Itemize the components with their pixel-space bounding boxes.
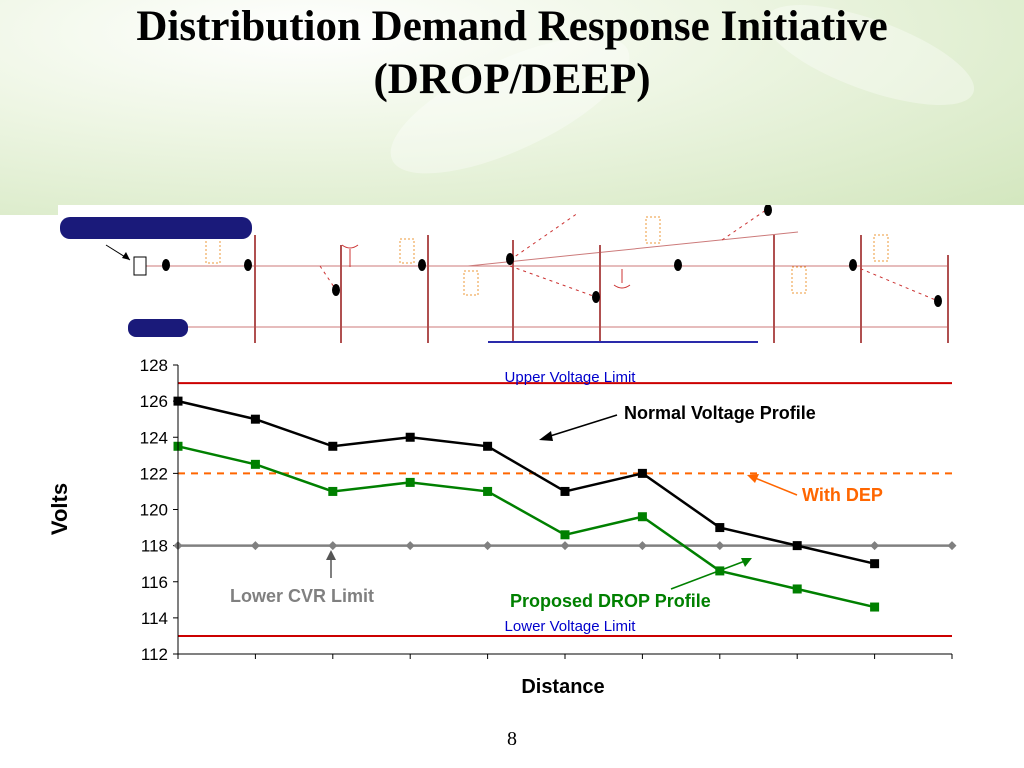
y-tick-label: 116 — [141, 573, 168, 592]
title-line-1: Distribution Demand Response Initiative — [136, 3, 888, 50]
chart-svg: 112 114 116 118 120 122 124 126 128 Volts Distan… — [47, 356, 957, 698]
proposed-drop-profile-point — [792, 584, 802, 594]
overlapping-label-blob — [128, 319, 188, 337]
proposed-drop-profile-point — [637, 512, 647, 522]
proposed-drop-profile-point — [250, 459, 260, 469]
normal-voltage-profile-point — [328, 441, 338, 451]
node-dot — [506, 253, 514, 265]
title-line-2: (DROP/DEEP) — [373, 56, 651, 103]
transformer-symbol — [645, 216, 661, 244]
node-dot — [332, 284, 340, 296]
normal-voltage-profile-point — [792, 541, 802, 551]
y-tick-label: 112 — [141, 645, 168, 664]
node-dot — [592, 291, 600, 303]
y-tick-label: 124 — [140, 428, 168, 447]
proposed-drop-profile-point — [560, 530, 570, 540]
proposed-drop-profile-point — [328, 486, 338, 496]
y-tick-label: 118 — [141, 537, 168, 556]
rising-line — [467, 231, 799, 267]
drop-profile-arrow — [670, 560, 746, 590]
normal-voltage-profile-point — [715, 523, 725, 533]
capacitor-symbol — [613, 284, 631, 289]
normal-voltage-profile-point — [560, 486, 570, 496]
x-axis-title: Distance — [521, 676, 604, 698]
proposed-drop-profile-point — [870, 602, 880, 612]
node-dot — [418, 259, 426, 271]
lower-voltage-limit-label: Lower Voltage Limit — [505, 618, 637, 635]
node-dot — [849, 259, 857, 271]
feeder-diagram — [58, 204, 1024, 348]
normal-voltage-profile-point — [405, 432, 415, 442]
overlapping-label-blob — [60, 217, 252, 239]
y-tick-label: 126 — [140, 392, 168, 411]
cvr-limit-marker — [560, 541, 570, 551]
capacitor-symbol — [341, 244, 359, 249]
callout-arrows — [326, 414, 798, 590]
transformer-symbol — [205, 234, 221, 264]
normal-profile-arrow — [546, 414, 618, 438]
proposed-drop-profile-line — [177, 445, 875, 609]
transformer-symbol — [873, 234, 889, 262]
cvr-limit-marker — [870, 541, 880, 551]
node-dot — [244, 259, 252, 271]
y-tick-label: 122 — [140, 464, 168, 483]
cvr-limit-marker — [328, 541, 338, 551]
cvr-limit-marker — [405, 541, 415, 551]
normal-voltage-profile-point — [483, 441, 493, 451]
normal-voltage-profile-line — [177, 399, 875, 565]
feeder-diagram-graphic — [60, 204, 949, 348]
normal-voltage-profile-point — [637, 468, 647, 478]
normal-profile-label: Normal Voltage Profile — [624, 403, 816, 423]
cvr-limit-marker — [637, 541, 647, 551]
node-dot — [674, 259, 682, 271]
y-axis-title: Volts — [47, 483, 72, 535]
lower-cvr-limit-label: Lower CVR Limit — [230, 586, 374, 606]
normal-voltage-profile-point — [250, 414, 260, 424]
normal-voltage-profile-point — [870, 559, 880, 569]
proposed-drop-profile-point — [405, 477, 415, 487]
slide-title: Distribution Demand Response Initiative … — [0, 0, 1024, 106]
cvr-limit-marker — [947, 541, 957, 551]
y-tick-label: 120 — [140, 501, 168, 520]
substation-box — [133, 256, 147, 276]
cvr-limit-marker — [250, 541, 260, 551]
node-dot — [162, 259, 170, 271]
cvr-limit-marker — [715, 541, 725, 551]
header-background — [0, 0, 1024, 215]
node-dot — [934, 295, 942, 307]
upper-voltage-limit-label: Upper Voltage Limit — [505, 369, 637, 386]
page-number: 8 — [507, 728, 517, 750]
transformer-symbol — [399, 238, 415, 264]
voltage-profile-chart: 112 114 116 118 120 122 124 126 128 Volts Distan… — [7, 343, 1017, 713]
drop-profile-label: Proposed DROP Profile — [510, 591, 711, 611]
y-tick-label: 114 — [141, 609, 168, 628]
transformer-symbol — [463, 270, 479, 296]
node-dot — [764, 204, 772, 216]
transformer-symbol — [791, 266, 807, 294]
cvr-limit-marker — [483, 541, 493, 551]
with-dep-label: With DEP — [802, 485, 883, 505]
y-tick-label: 128 — [140, 356, 168, 375]
with-dep-arrow — [754, 477, 798, 496]
proposed-drop-profile-point — [483, 486, 493, 496]
